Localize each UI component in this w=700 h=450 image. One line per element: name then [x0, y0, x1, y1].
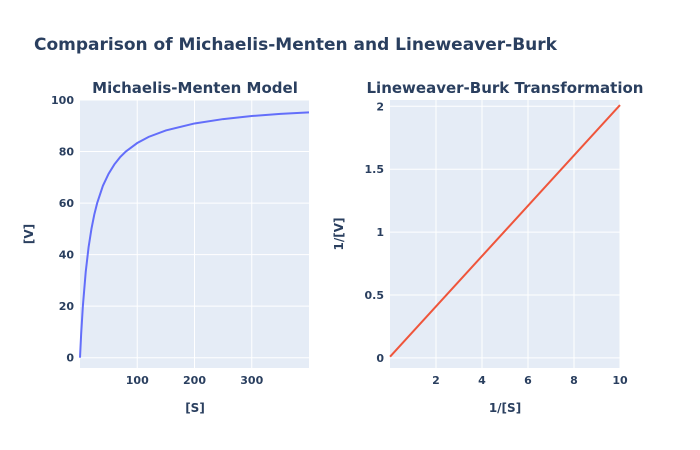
figure-title: Comparison of Michaelis-Menten and Linew…: [34, 35, 558, 55]
michaelis-menten-grid: [80, 99, 309, 368]
michaelis-menten-ytick-2: 40: [59, 249, 75, 262]
lineweaver-burk-ticks: 2 4 6 8 10 0 0.5 1 1.5 2: [365, 100, 628, 387]
lineweaver-burk-ylabel: 1/[V]: [332, 218, 346, 251]
michaelis-menten-ytick-1: 20: [59, 300, 75, 313]
michaelis-menten-xtick-1: 200: [183, 374, 206, 387]
lineweaver-burk-xlabel: 1/[S]: [489, 401, 521, 415]
michaelis-menten-ytick-3: 60: [59, 197, 75, 210]
michaelis-menten-title: Michaelis-Menten Model: [92, 79, 298, 97]
michaelis-menten-line: [79, 111, 310, 358]
michaelis-menten-panel: Michaelis-Menten Model 100 200 300 0 20 40 60 8…: [22, 79, 310, 415]
michaelis-menten-xtick-2: 300: [240, 374, 263, 387]
michaelis-menten-ticks: 100 200 300 0 20 40 60 80 100: [51, 94, 264, 387]
lineweaver-burk-ytick-0: 0: [376, 352, 384, 365]
lineweaver-burk-ytick-1: 0.5: [365, 289, 385, 302]
lineweaver-burk-ytick-4: 2: [376, 100, 384, 113]
lineweaver-burk-panel: Lineweaver-Burk Transformation 2 4 6 8 10 0 0.…: [332, 79, 643, 415]
michaelis-menten-ylabel: [V]: [22, 224, 36, 244]
lineweaver-burk-ytick-2: 1: [376, 226, 384, 239]
michaelis-menten-ytick-0: 0: [66, 352, 74, 365]
lineweaver-burk-xtick-2: 6: [524, 374, 532, 387]
lineweaver-burk-xtick-0: 2: [432, 374, 440, 387]
lineweaver-burk-grid: [390, 100, 621, 368]
michaelis-menten-xlabel: [S]: [185, 401, 205, 415]
michaelis-menten-ytick-5: 100: [51, 94, 74, 107]
lineweaver-burk-xtick-4: 10: [612, 374, 628, 387]
lineweaver-burk-xtick-1: 4: [478, 374, 486, 387]
lineweaver-burk-xtick-3: 8: [570, 374, 578, 387]
michaelis-menten-ytick-4: 80: [59, 146, 75, 159]
lineweaver-burk-ytick-3: 1.5: [365, 163, 385, 176]
lineweaver-burk-plot-area: [390, 100, 620, 368]
lineweaver-burk-title: Lineweaver-Burk Transformation: [367, 79, 644, 97]
lineweaver-burk-line: [389, 104, 621, 358]
michaelis-menten-xtick-0: 100: [126, 374, 149, 387]
